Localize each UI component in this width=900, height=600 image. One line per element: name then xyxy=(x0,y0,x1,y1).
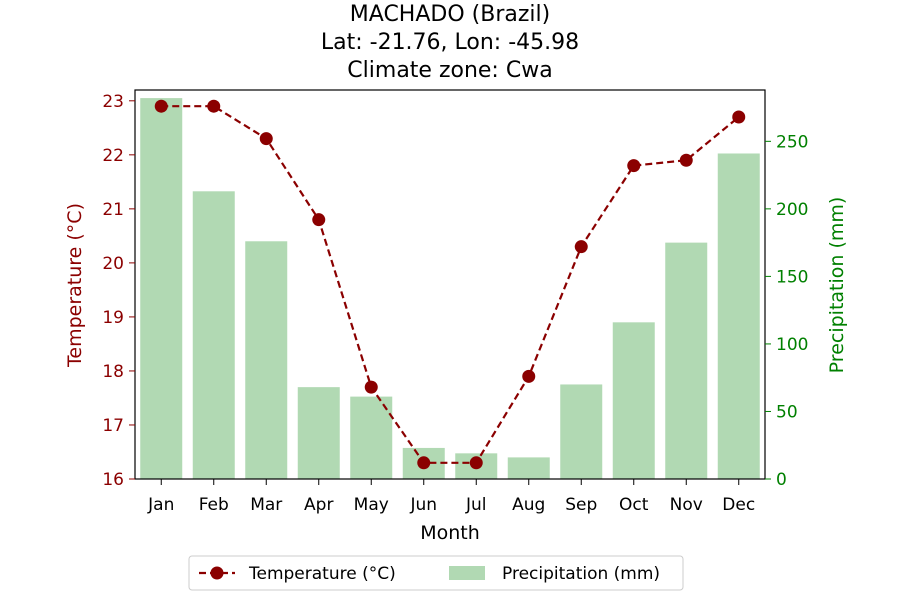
temperature-point-apr xyxy=(312,213,326,227)
left-tick-label-23: 23 xyxy=(102,92,124,112)
right-tick-label-50: 50 xyxy=(776,402,798,422)
x-tick-label-sep: Sep xyxy=(565,495,597,515)
precipitation-bar-jan xyxy=(140,98,183,480)
precipitation-bar-oct xyxy=(612,322,655,479)
left-tick-label-19: 19 xyxy=(102,308,124,328)
precipitation-bar-apr xyxy=(297,387,340,479)
chart-title-line-3: Climate zone: Cwa xyxy=(347,58,552,83)
left-tick-label-17: 17 xyxy=(102,416,124,436)
right-tick-label-100: 100 xyxy=(776,335,808,355)
chart-title-line-2: Lat: -21.76, Lon: -45.98 xyxy=(321,30,579,55)
x-tick-label-jul: Jul xyxy=(465,495,487,515)
temperature-point-sep xyxy=(574,240,588,254)
temperature-point-mar xyxy=(259,132,273,146)
precipitation-bar-feb xyxy=(192,191,235,480)
x-tick-label-aug: Aug xyxy=(512,495,545,515)
y-axis-label-left: Temperature (°C) xyxy=(64,203,86,368)
left-tick-label-18: 18 xyxy=(102,362,124,382)
x-axis-label: Month xyxy=(420,522,480,544)
x-tick-label-jan: Jan xyxy=(147,495,174,515)
x-tick-label-feb: Feb xyxy=(199,495,229,515)
chart-title-line-1: MACHADO (Brazil) xyxy=(350,2,550,27)
precipitation-bar-may xyxy=(350,396,393,479)
plot-frame xyxy=(134,89,766,480)
left-tick-label-16: 16 xyxy=(102,470,124,490)
x-tick-label-apr: Apr xyxy=(304,495,333,515)
right-tick-label-0: 0 xyxy=(776,470,787,490)
x-tick-label-dec: Dec xyxy=(722,495,755,515)
y-axis-label-right: Precipitation (mm) xyxy=(826,197,848,374)
left-tick-label-22: 22 xyxy=(102,146,124,166)
precipitation-bar-nov xyxy=(665,242,708,479)
temperature-point-dec xyxy=(732,110,746,124)
precipitation-bar-aug xyxy=(507,457,550,479)
precipitation-bar-mar xyxy=(245,241,288,479)
temperature-point-aug xyxy=(522,369,536,383)
legend-frame xyxy=(188,555,684,591)
x-tick-label-mar: Mar xyxy=(250,495,282,515)
temperature-point-jan xyxy=(154,99,168,113)
legend-precipitation-label: Precipitation (mm) xyxy=(502,564,660,584)
x-tick-label-nov: Nov xyxy=(670,495,703,515)
legend-precipitation-swatch xyxy=(449,566,485,580)
plot-area: 16 17 18 19 20 21 22 23 0 50 100 150 200 250 Jan Feb Mar… xyxy=(102,89,808,515)
legend: Temperature (°C) Precipitation (mm) xyxy=(188,555,684,591)
temperature-point-jul xyxy=(469,456,483,470)
temperature-point-may xyxy=(364,380,378,394)
temperature-line xyxy=(161,105,740,464)
precipitation-bar-sep xyxy=(560,384,603,479)
temperature-point-feb xyxy=(207,99,221,113)
legend-temperature-label: Temperature (°C) xyxy=(248,564,396,584)
legend-temperature-marker xyxy=(210,566,224,580)
x-tick-label-may: May xyxy=(354,495,389,515)
x-tick-label-oct: Oct xyxy=(619,495,649,515)
temperature-point-nov xyxy=(679,153,693,167)
temperature-point-oct xyxy=(627,159,641,173)
right-tick-label-150: 150 xyxy=(776,267,808,287)
x-tick-label-jun: Jun xyxy=(409,495,437,515)
right-tick-label-200: 200 xyxy=(776,200,808,220)
left-tick-label-20: 20 xyxy=(102,254,124,274)
precipitation-bar-dec xyxy=(717,153,760,479)
temperature-point-jun xyxy=(417,456,431,470)
left-tick-label-21: 21 xyxy=(102,200,124,220)
right-tick-label-250: 250 xyxy=(776,132,808,152)
